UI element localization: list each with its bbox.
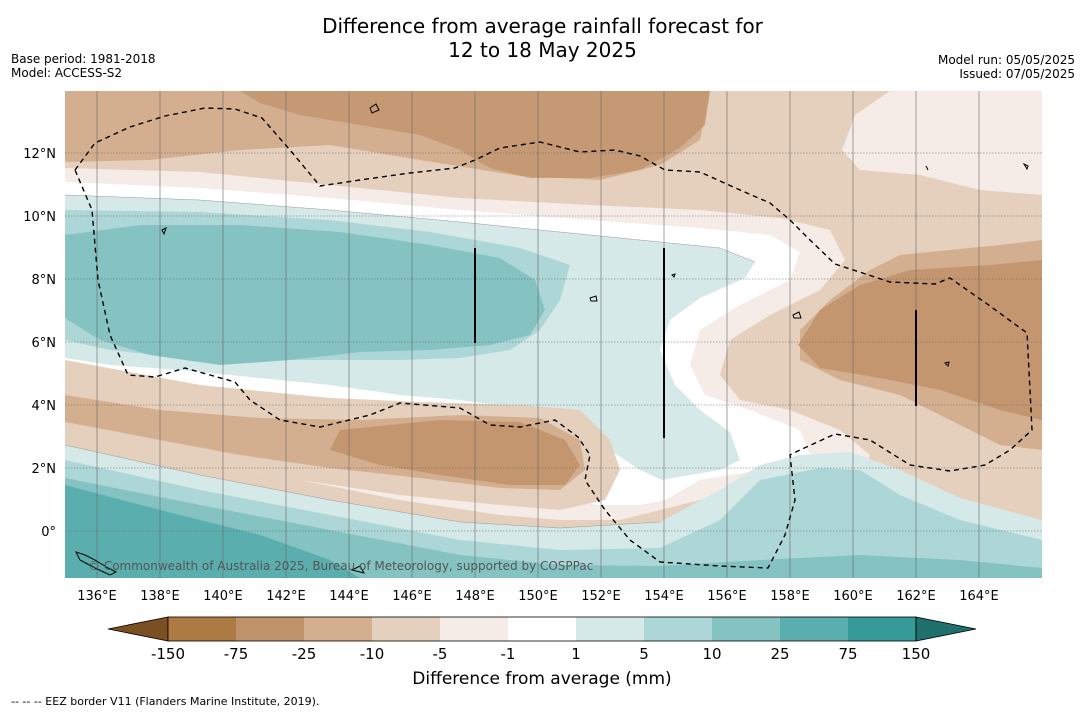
colorbar-segment (576, 617, 644, 641)
y-tick-2N: 2°N (32, 462, 57, 477)
island-1 (369, 103, 380, 114)
colorbar-segment (848, 617, 916, 641)
island-5 (944, 361, 950, 367)
x-tick-138E: 138°E (140, 589, 180, 604)
y-tick-0: 0° (41, 525, 56, 540)
x-tick-136E: 136°E (77, 589, 117, 604)
band-dry-south-strong (330, 420, 580, 485)
colorbar-label: -75 (224, 645, 249, 663)
title-line-2: 12 to 18 May 2025 (448, 38, 637, 62)
band-wet-moderate (65, 225, 545, 365)
y-tick-6N: 6°N (32, 336, 57, 351)
eez-border (74, 107, 1033, 569)
x-tick-140E: 140°E (203, 589, 243, 604)
colorbar-segment (304, 617, 372, 641)
colorbar-segment (168, 617, 236, 641)
x-tick-142E: 142°E (266, 589, 306, 604)
colorbar-segment (712, 617, 780, 641)
colorbar-label: -5 (433, 645, 448, 663)
x-tick-150E: 150°E (518, 589, 558, 604)
colorbar-extend-right (915, 616, 977, 642)
colorbar-extend-left (107, 616, 169, 642)
colorbar-title: Difference from average (mm) (412, 669, 671, 689)
colorbar-label: 5 (639, 645, 649, 663)
colorbar-segment (236, 617, 304, 641)
island-2 (161, 227, 167, 236)
meta-right: Model run: 05/05/2025 Issued: 07/05/2025 (938, 53, 1075, 81)
x-tick-156E: 156°E (707, 589, 747, 604)
x-tick-146E: 146°E (392, 589, 432, 604)
y-tick-10N: 10°N (23, 210, 56, 225)
island-4 (792, 311, 802, 319)
colorbar-outline (167, 616, 917, 642)
island-7 (350, 565, 366, 574)
x-tick-148E: 148°E (455, 589, 495, 604)
island-3 (589, 295, 598, 302)
meta-left: Base period: 1981-2018 Model: ACCESS-S2 (11, 52, 156, 80)
x-tick-160E: 160°E (833, 589, 873, 604)
colorbar-label: 150 (902, 645, 931, 663)
x-tick-164E: 164°E (959, 589, 999, 604)
islands (75, 103, 1029, 576)
contour-lines (65, 194, 756, 529)
island-8 (671, 273, 676, 278)
issued-date: Issued: 07/05/2025 (959, 67, 1075, 81)
colorbar-segment (780, 617, 848, 641)
island-9 (1022, 162, 1029, 171)
y-tick-12N: 12°N (23, 147, 56, 162)
colorbar-segment (372, 617, 440, 641)
island-6 (75, 551, 118, 576)
y-tick-8N: 8°N (32, 273, 57, 288)
eez-footnote: -- -- -- EEZ border V11 (Flanders Marine… (11, 695, 320, 708)
x-tick-154E: 154°E (644, 589, 684, 604)
band-dry-ne-slight (842, 91, 1042, 195)
colorbar-segment (644, 617, 712, 641)
map-title: Difference from average rainfall forecas… (0, 14, 1085, 62)
x-tick-144E: 144°E (329, 589, 369, 604)
copyright-credit: © Commonwealth of Australia 2025, Bureau… (88, 559, 593, 573)
x-axis-labels: 136°E 138°E 140°E 142°E 144°E 146°E 148°… (77, 589, 999, 604)
colorbar-label: 75 (838, 645, 857, 663)
model-run: Model run: 05/05/2025 (937, 53, 1075, 67)
map-plot-area: © Commonwealth of Australia 2025, Bureau… (65, 91, 1042, 578)
colorbar-label: -25 (292, 645, 317, 663)
colorbar-segment (508, 617, 576, 641)
colorbar-label: 10 (702, 645, 721, 663)
colorbar-label: -150 (151, 645, 185, 663)
x-tick-152E: 152°E (581, 589, 621, 604)
colorbar-label: 1 (571, 645, 581, 663)
colorbar-label: -10 (360, 645, 385, 663)
x-tick-162E: 162°E (896, 589, 936, 604)
island-10 (925, 165, 929, 171)
x-tick-158E: 158°E (770, 589, 810, 604)
vertical-markers (474, 248, 917, 438)
colorbar: -150 -75 -25 -10 -5 -1 1 5 10 25 75 150 (107, 616, 977, 663)
base-period: Base period: 1981-2018 (11, 52, 156, 66)
model-name: Model: ACCESS-S2 (11, 66, 123, 80)
title-line-1: Difference from average rainfall forecas… (322, 14, 763, 38)
colorbar-label: 25 (770, 645, 789, 663)
y-tick-4N: 4°N (32, 399, 57, 414)
colorbar-segment (440, 617, 508, 641)
y-axis-labels: 12°N 10°N 8°N 6°N 4°N 2°N 0° (23, 147, 56, 540)
colorbar-label: -1 (501, 645, 516, 663)
